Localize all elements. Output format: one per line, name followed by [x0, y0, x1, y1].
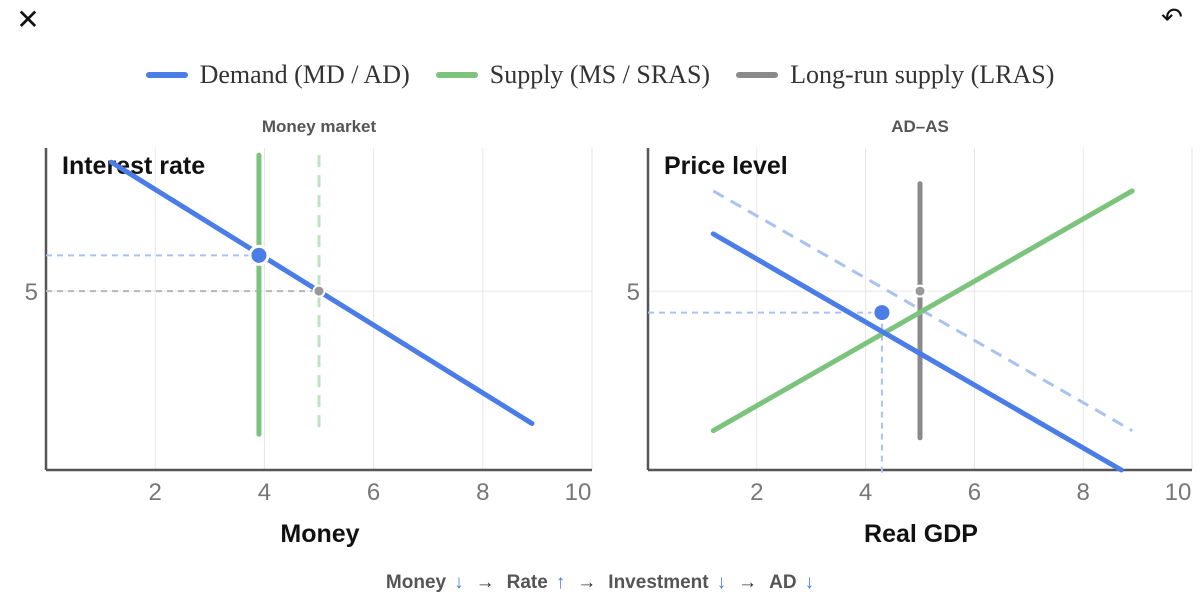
chain-arrow: →: [577, 572, 597, 593]
chain-step-2: Investment ↓: [604, 572, 730, 593]
chain-step-0: Money ↓: [382, 572, 468, 593]
equilibrium-point-new: [248, 244, 270, 266]
x-tick-label: 8: [476, 479, 489, 506]
y-tick-label: 5: [627, 279, 640, 306]
x-tick-label: 4: [859, 479, 872, 506]
equilibrium-point-new: [871, 302, 893, 324]
x-tick-label: 2: [750, 479, 763, 506]
x-tick-label: 6: [968, 479, 981, 506]
legend-swatch: [145, 72, 188, 78]
chart-title: Money market: [262, 117, 377, 136]
y-axis-label: Price level: [664, 152, 788, 180]
x-tick-label: 2: [149, 479, 162, 506]
chain-arrow: →: [475, 572, 495, 593]
chain-step-1: Rate ↑: [503, 572, 570, 593]
series-line-supply: [710, 188, 1135, 434]
up-arrow-icon: ↑: [555, 572, 566, 593]
chain-step-label: AD: [769, 572, 797, 593]
chain-arrow: →: [738, 572, 758, 593]
chain-step-3: AD ↓: [765, 572, 818, 593]
x-tick-label: 4: [258, 479, 271, 506]
close-icon[interactable]: ✕: [16, 3, 40, 36]
series-line-demand: [710, 231, 1124, 473]
down-arrow-icon: ↓: [454, 572, 464, 593]
legend-label: Demand (MD / AD): [199, 60, 410, 89]
chart-title: AD–AS: [891, 117, 949, 136]
equilibrium-point-old: [913, 284, 927, 298]
chain-step-label: Money: [385, 572, 447, 593]
legend-swatch: [435, 72, 478, 78]
legend-item-0[interactable]: Demand (MD / AD): [145, 60, 410, 90]
x-axis-label: Money: [280, 520, 359, 548]
legend: Demand (MD / AD) Supply (MS / SRAS) Long-r…: [0, 60, 1200, 90]
undo-icon[interactable]: ↶: [1161, 3, 1183, 33]
transmission-chain: Money ↓ → Rate ↑ → Investment ↓ → AD ↓: [0, 572, 1200, 594]
legend-swatch: [736, 72, 779, 78]
x-tick-label: 8: [1077, 479, 1090, 506]
x-axis-label: Real GDP: [864, 520, 978, 548]
down-arrow-icon: ↓: [716, 572, 727, 593]
legend-item-1[interactable]: Supply (MS / SRAS): [435, 60, 711, 90]
legend-label: Long-run supply (LRAS): [790, 60, 1055, 89]
equilibrium-point-old: [312, 284, 326, 298]
down-arrow-icon: ↓: [804, 572, 815, 593]
x-tick-label: 10: [1165, 479, 1192, 506]
legend-item-2[interactable]: Long-run supply (LRAS): [736, 60, 1054, 90]
chain-step-label: Investment: [608, 572, 709, 593]
chain-step-label: Rate: [506, 572, 548, 593]
x-tick-label: 10: [565, 479, 592, 506]
y-tick-label: 5: [25, 279, 38, 306]
legend-label: Supply (MS / SRAS): [489, 60, 711, 89]
x-tick-label: 6: [367, 479, 380, 506]
